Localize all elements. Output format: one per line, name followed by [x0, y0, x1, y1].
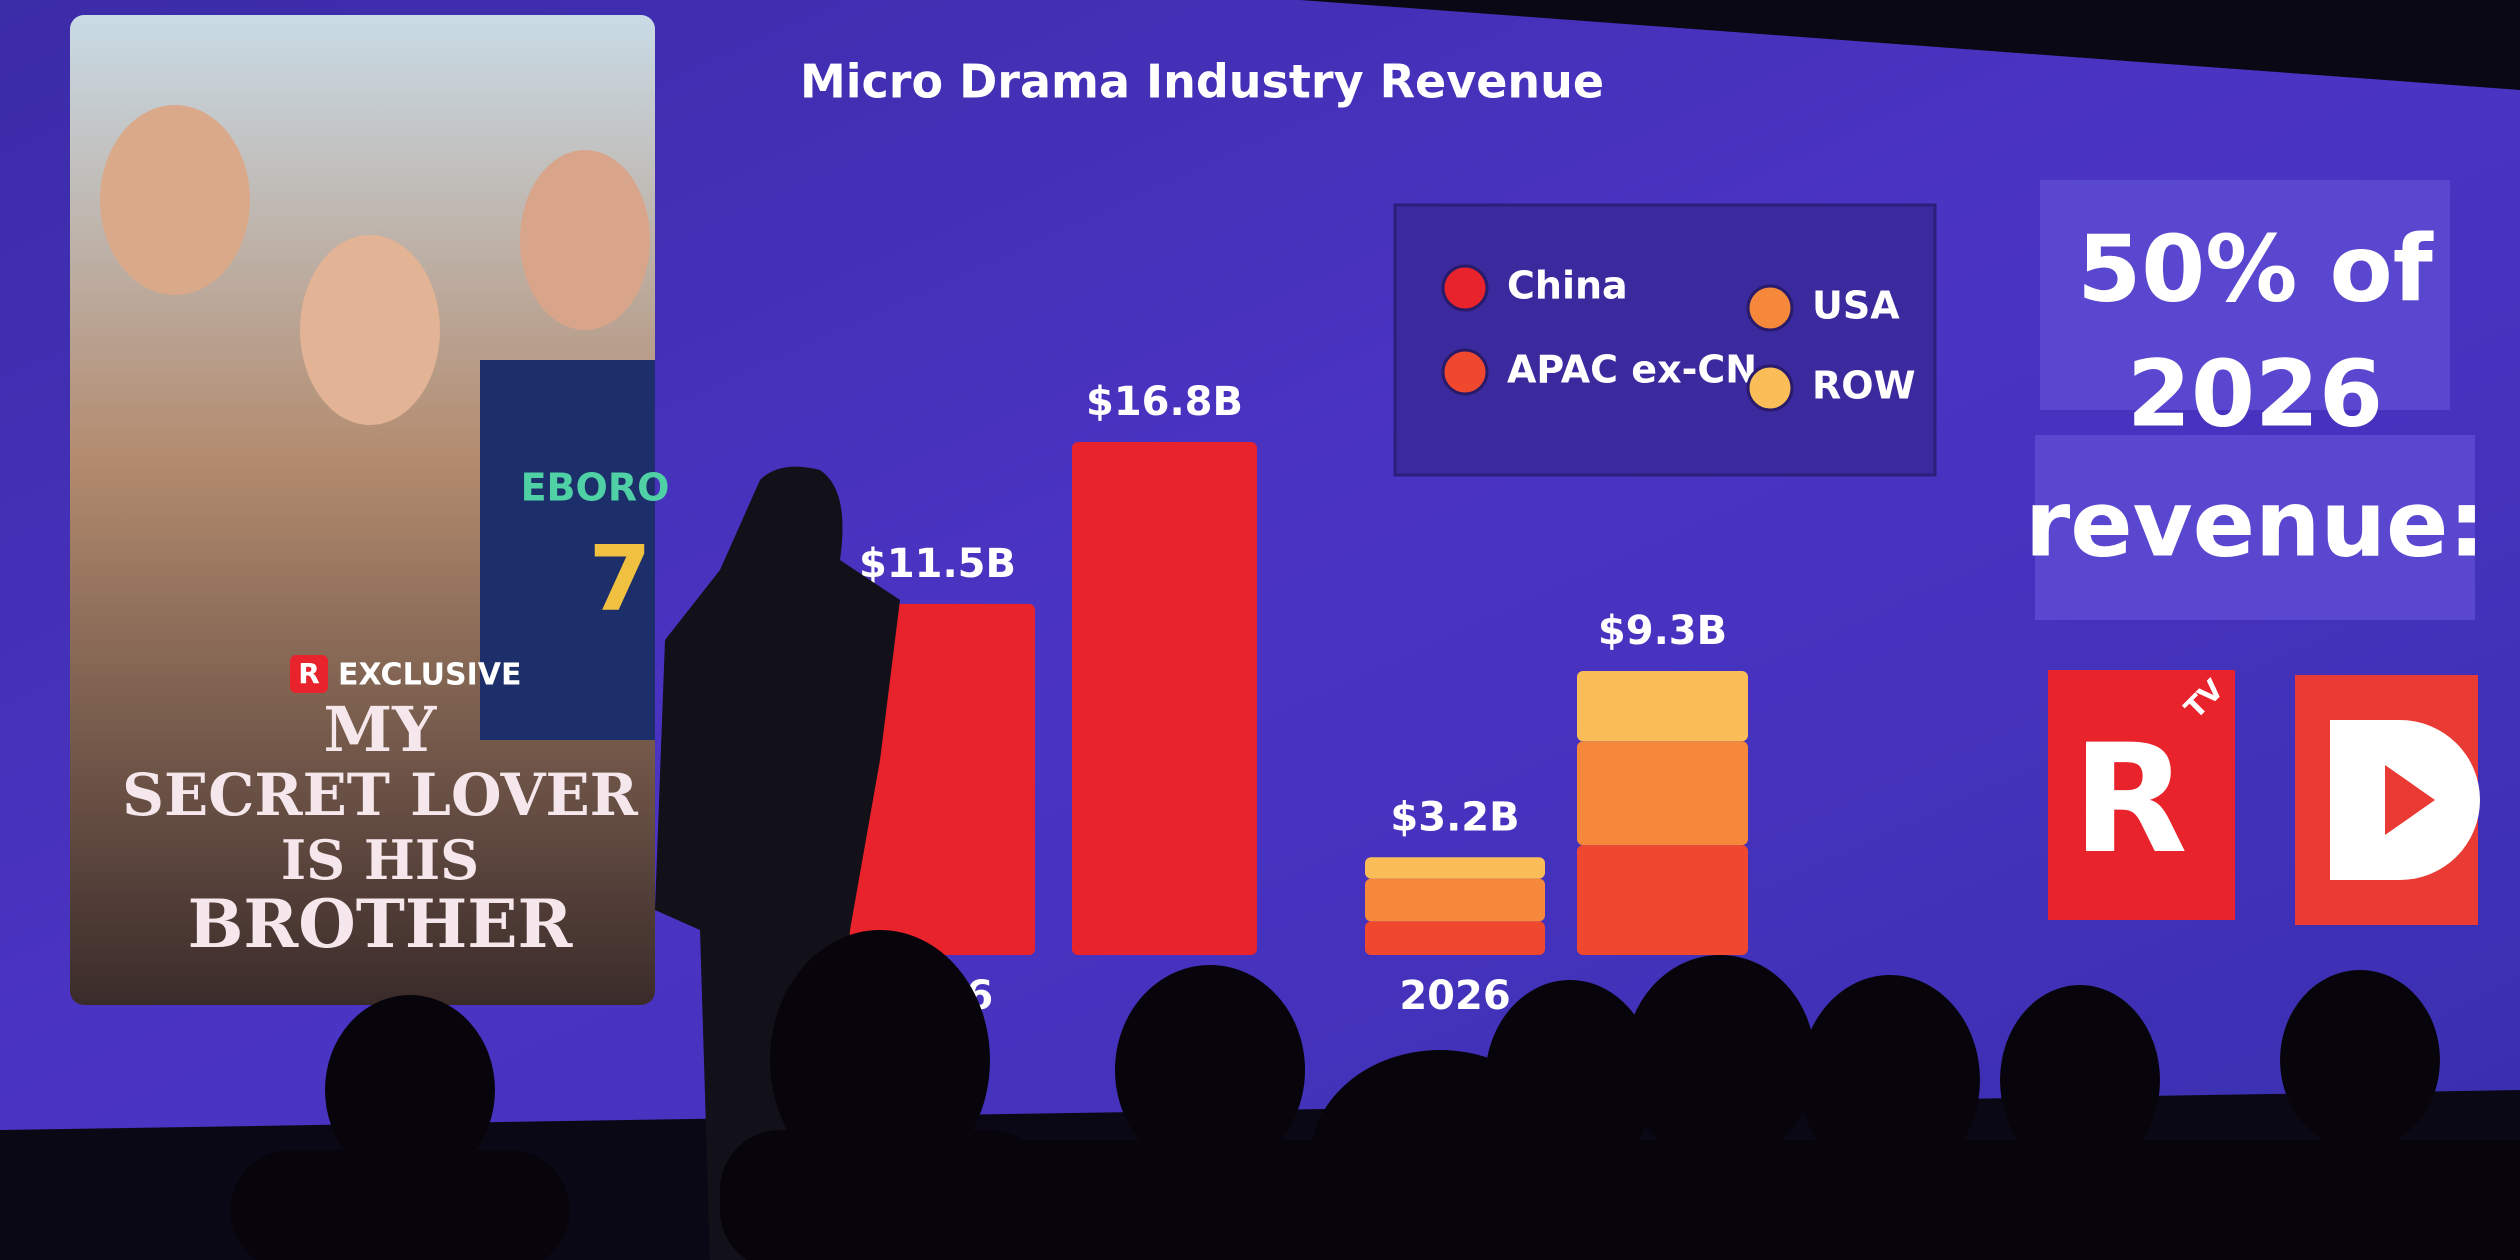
callout-text: revenue: [2025, 470, 2485, 577]
badge: EXCLUSIVE [338, 658, 521, 693]
legend-label: USA [1812, 284, 1900, 328]
bar-segment [1365, 878, 1545, 922]
legend-swatch [1746, 284, 1794, 332]
poster-jersey [480, 360, 655, 740]
jersey-number: 7 [589, 527, 652, 632]
callout-text: 2026 [2127, 340, 2383, 447]
bar-segment [1577, 671, 1748, 742]
legend-label: China [1507, 264, 1628, 308]
bar-segment [1577, 845, 1748, 955]
total-label: $3.2B [1390, 794, 1519, 840]
legend-box [1393, 203, 1937, 477]
poster-title-line: SECRET LOVER [122, 761, 639, 829]
poster-face [300, 235, 440, 425]
total-label: $11.5B [859, 541, 1016, 587]
chart-title: Micro Drama Industry Revenue [800, 55, 1604, 109]
badge-icon-box [290, 655, 328, 693]
jersey-text: EBORO [521, 466, 670, 510]
x-tick-label: 2026 [1399, 973, 1510, 1019]
chart: $11.5B2026$16.8B$3.2B2026$9.3BChinaAPAC … [840, 264, 1915, 1019]
bar-segment [840, 603, 1035, 955]
legend-swatch [1746, 364, 1794, 412]
total-label: $16.8B [1086, 379, 1243, 425]
callout-box [2040, 180, 2450, 410]
poster-title-line: BROTHER [188, 885, 574, 963]
bar-segment [1365, 921, 1545, 955]
bar-segment [1577, 741, 1748, 846]
callout-text: 50% of [2077, 215, 2433, 322]
callout-box [2035, 435, 2475, 620]
poster-title-line: IS HIS [281, 828, 479, 892]
app-logo [2048, 670, 2235, 920]
legend-label: ROW [1812, 364, 1915, 408]
poster-face [520, 150, 650, 330]
logo-letter: R [2072, 713, 2188, 887]
legend-swatch [1441, 264, 1489, 312]
total-label: $9.3B [1598, 608, 1727, 654]
badge-icon: R [298, 657, 320, 690]
bar-segment [1072, 442, 1257, 955]
legend-label: APAC ex-CN [1507, 348, 1757, 392]
logo-play [2385, 765, 2435, 835]
bar-segment [1365, 857, 1545, 879]
audience [230, 930, 2520, 1260]
legend-swatch [1441, 348, 1489, 396]
poster-title-line: MY [324, 693, 438, 766]
poster-face [100, 105, 250, 295]
